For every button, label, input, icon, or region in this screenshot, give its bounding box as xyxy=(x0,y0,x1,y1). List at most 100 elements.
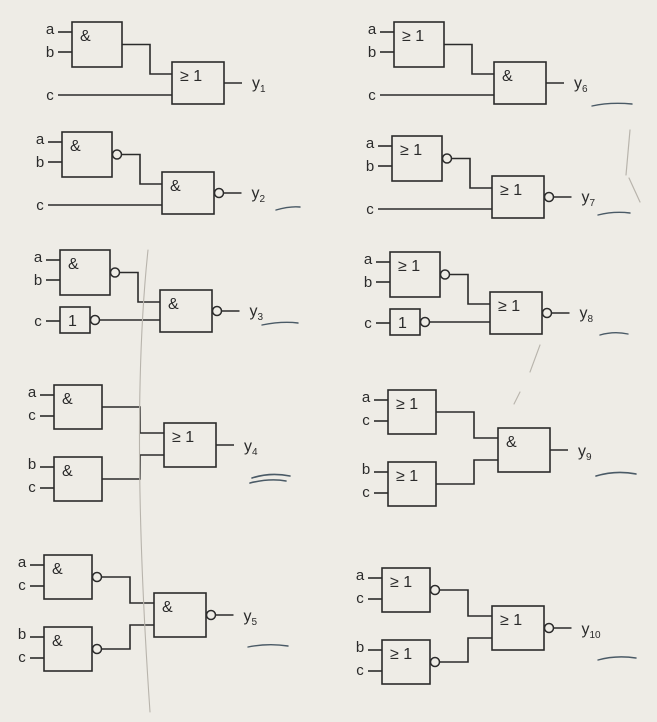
inversion-bubble xyxy=(109,267,121,278)
circuit-y3: & 1 & ab c y3 xyxy=(34,249,264,334)
gate-or: ≥ 1 xyxy=(389,251,451,298)
output-label: y8 xyxy=(580,305,594,325)
wire xyxy=(451,157,492,189)
input-label: c xyxy=(28,479,36,496)
wire xyxy=(436,459,498,485)
input-label: b xyxy=(368,44,376,61)
input-label: a xyxy=(18,554,27,571)
wire xyxy=(102,406,164,434)
input-label: c xyxy=(356,590,364,607)
input-label: c xyxy=(362,412,370,429)
input-label: c xyxy=(18,649,26,666)
input-label: c xyxy=(362,484,370,501)
input-label: c xyxy=(34,313,42,330)
inversion-bubble xyxy=(205,609,217,621)
inversion-bubble xyxy=(213,187,225,199)
gate-symbol: & xyxy=(80,28,91,45)
gate-and: & xyxy=(161,171,225,215)
gate-symbol: ≥ 1 xyxy=(500,612,522,629)
gate-or: ≥ 1 xyxy=(491,175,555,219)
input-label: a xyxy=(36,131,45,148)
gate-symbol: & xyxy=(52,561,63,578)
output-label: y1 xyxy=(252,75,266,95)
input-label: a xyxy=(356,567,365,584)
inversion-bubble xyxy=(541,307,553,319)
circuit-y7: ≥ 1 ≥ 1 ab c y7 xyxy=(366,135,596,219)
gate-or: ≥ 1 xyxy=(171,61,225,105)
gate-and: & xyxy=(61,131,123,178)
output-label: y10 xyxy=(582,621,602,641)
handwritten-mark xyxy=(249,473,291,484)
gate-and: & xyxy=(71,21,123,68)
gate-symbol: & xyxy=(70,138,81,155)
gate-symbol: ≥ 1 xyxy=(396,468,418,485)
input-label: b xyxy=(28,456,36,473)
gate-not: 1 xyxy=(59,306,101,334)
gate-or: ≥ 1 xyxy=(491,605,555,651)
inversion-bubble xyxy=(441,153,453,164)
output-label: y7 xyxy=(582,189,596,209)
gate-symbol: ≥ 1 xyxy=(396,396,418,413)
input-label: b xyxy=(362,461,370,478)
input-label: c xyxy=(36,197,44,214)
gate-and: & xyxy=(43,554,103,600)
gate-symbol: & xyxy=(62,391,73,408)
wire xyxy=(439,637,492,663)
gate-and: & xyxy=(59,249,121,296)
wire xyxy=(122,43,172,75)
input-label: a xyxy=(364,251,373,268)
handwritten-mark xyxy=(138,249,151,713)
wire xyxy=(436,411,498,439)
handwritten-mark xyxy=(625,129,641,203)
gate-and: & xyxy=(497,427,551,473)
gate-symbol: & xyxy=(168,296,179,313)
input-label: c xyxy=(28,407,36,424)
input-label: b xyxy=(18,626,26,643)
output-label: y3 xyxy=(250,303,264,323)
gate-and: & xyxy=(43,626,103,672)
gate-symbol: & xyxy=(68,256,79,273)
inversion-bubble xyxy=(419,316,431,328)
gate-or: ≥ 1 xyxy=(163,422,217,468)
input-label: b xyxy=(356,639,364,656)
gate-symbol: 1 xyxy=(398,315,407,332)
gate-and: & xyxy=(53,456,103,502)
input-label: b xyxy=(366,158,374,175)
gate-or: ≥ 1 xyxy=(387,389,437,435)
output-label: y4 xyxy=(244,438,258,458)
handwritten-mark xyxy=(595,471,637,477)
input-label: a xyxy=(362,389,371,406)
input-label: c xyxy=(368,87,376,104)
gate-symbol: ≥ 1 xyxy=(180,68,202,85)
gate-symbol: ≥ 1 xyxy=(500,182,522,199)
inversion-bubble xyxy=(543,191,555,203)
input-label: c xyxy=(364,315,372,332)
gate-symbol: & xyxy=(52,633,63,650)
gate-and: & xyxy=(153,592,217,638)
input-label: a xyxy=(368,21,377,38)
inversion-bubble xyxy=(91,643,103,655)
handwritten-mark xyxy=(275,206,301,211)
handwritten-mark xyxy=(247,644,289,648)
wire xyxy=(102,454,164,480)
handwritten-mark xyxy=(591,102,633,107)
input-label: a xyxy=(366,135,375,152)
gate-symbol: ≥ 1 xyxy=(172,429,194,446)
gate-symbol: 1 xyxy=(68,313,77,330)
handwritten-mark xyxy=(597,656,637,661)
handwritten-mark xyxy=(513,344,541,405)
input-label: c xyxy=(356,662,364,679)
input-label: a xyxy=(34,249,43,266)
gate-or: ≥ 1 xyxy=(381,639,441,685)
inversion-bubble xyxy=(211,305,223,317)
circuit-y6: ≥ 1 & ab c y6 xyxy=(368,21,588,105)
gate-and: & xyxy=(159,289,223,333)
gate-symbol: & xyxy=(506,434,517,451)
input-label: a xyxy=(46,21,55,38)
inversion-bubble xyxy=(429,584,441,596)
gate-not: 1 xyxy=(389,308,431,336)
wire xyxy=(439,589,492,617)
